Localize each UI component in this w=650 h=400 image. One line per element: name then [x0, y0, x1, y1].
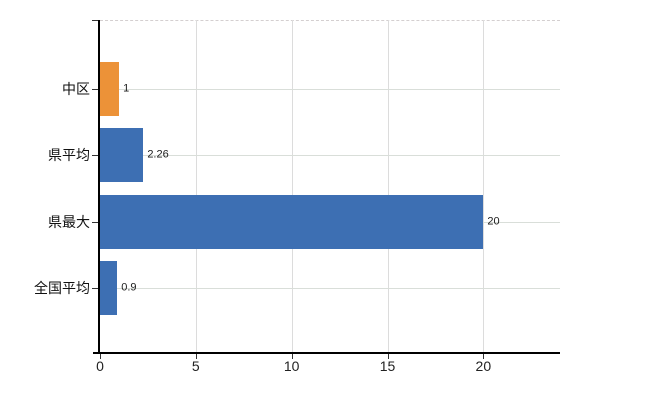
plot-top-border: [100, 20, 560, 21]
y-axis-tick: [92, 287, 98, 289]
category-gridline: [100, 155, 560, 157]
bar-2: [100, 128, 144, 183]
vertical-gridline: [291, 20, 293, 352]
x-tick-label: 15: [379, 358, 396, 374]
category-label: 中区: [62, 81, 90, 97]
y-axis-tick: [92, 89, 98, 90]
bar-value-label: 2.26: [147, 148, 169, 161]
vertical-gridline: [195, 20, 197, 352]
x-tick-label: 20: [475, 358, 492, 374]
vertical-gridline: [483, 20, 485, 352]
y-axis-tick: [92, 20, 98, 21]
plot-area: 1 2.26 20 0.9: [100, 20, 560, 352]
category-label: 県最大: [48, 213, 90, 230]
bar-4: [100, 260, 118, 315]
x-tick-label: 10: [283, 358, 300, 374]
x-axis-tick: [291, 354, 293, 359]
bar-value-label: 0.9: [121, 281, 137, 294]
category-label: 県平均: [48, 147, 90, 164]
x-axis-tick: [387, 354, 389, 359]
x-tick-label: 0: [96, 358, 104, 374]
bar-value-label: 20: [487, 215, 500, 228]
bar-value-label: 1: [123, 82, 130, 95]
x-axis-tick: [100, 354, 101, 359]
y-axis-tick: [92, 155, 98, 157]
x-axis-tick: [483, 354, 485, 359]
x-axis-line: [93, 352, 560, 354]
bar-3: [100, 194, 484, 249]
y-axis-line: [98, 20, 100, 352]
category-label: 全国平均: [34, 279, 90, 296]
x-tick-label: 5: [191, 358, 200, 374]
y-axis-tick: [92, 221, 98, 223]
vertical-gridline: [387, 20, 389, 352]
bar-1: [100, 62, 120, 116]
category-gridline: [100, 89, 560, 90]
category-gridline: [100, 287, 560, 289]
x-axis-tick: [195, 354, 197, 359]
